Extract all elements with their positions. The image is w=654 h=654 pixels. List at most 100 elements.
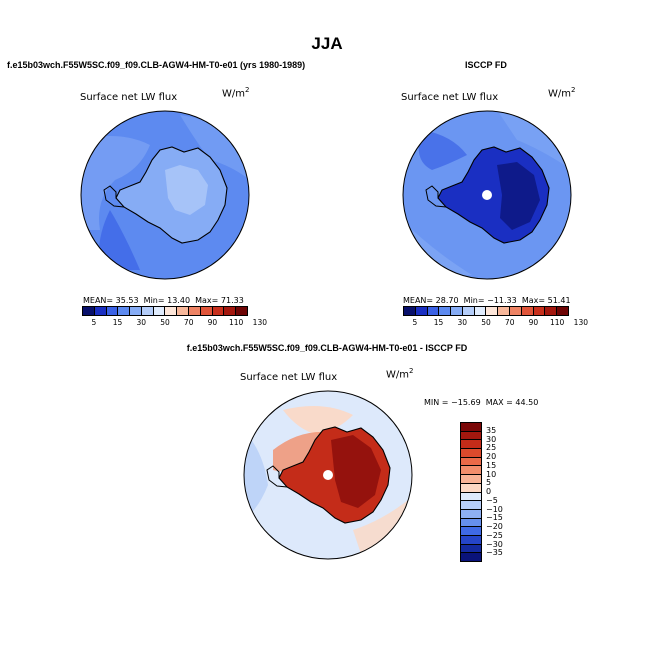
model-ocean-light-band-2 bbox=[180, 115, 249, 180]
diff-colorbar-label: 10 bbox=[486, 469, 497, 479]
obs-colorbar-swatch bbox=[545, 307, 558, 315]
obs-case-title: ISCCP FD bbox=[465, 60, 507, 70]
obs-colorbar-tick-label: 5 bbox=[412, 318, 418, 327]
diff-colorbar-label: −15 bbox=[486, 513, 503, 523]
diff-colorbar-swatch bbox=[461, 501, 481, 510]
obs-colorbar-swatch bbox=[498, 307, 511, 315]
obs-colorbar-tick-label: 110 bbox=[549, 318, 565, 327]
obs-stats: MEAN= 28.70 Min= −11.33 Max= 51.41 bbox=[403, 296, 571, 305]
model-colorbar-swatch bbox=[189, 307, 201, 315]
obs-colorbar-swatch bbox=[474, 307, 487, 315]
obs-colorbar-swatch bbox=[533, 307, 546, 315]
model-polar-map bbox=[80, 110, 250, 280]
diff-colorbar-swatch bbox=[461, 483, 481, 493]
diff-colorbar-label: 30 bbox=[486, 434, 497, 444]
obs-colorbar-swatch bbox=[462, 307, 475, 315]
obs-colorbar-tick-label: 50 bbox=[481, 318, 491, 327]
diff-colorbar bbox=[460, 422, 482, 562]
model-colorbar-swatch bbox=[200, 307, 213, 315]
model-colorbar-swatch bbox=[212, 307, 225, 315]
model-colorbar-swatch bbox=[106, 307, 119, 315]
diff-colorbar-swatch bbox=[461, 457, 481, 467]
diff-colorbar-label: 20 bbox=[486, 452, 497, 461]
diff-colorbar-swatch bbox=[461, 553, 481, 561]
model-colorbar-swatch bbox=[224, 307, 237, 315]
obs-colorbar-tick-label: 15 bbox=[433, 318, 444, 327]
diff-colorbar-swatch bbox=[461, 509, 481, 519]
diff-colorbar-swatch bbox=[461, 431, 481, 441]
diff-land-detail bbox=[331, 435, 381, 508]
diff-colorbar-swatch bbox=[461, 535, 481, 545]
obs-colorbar-swatch bbox=[486, 307, 499, 315]
model-colorbar-tick-label: 30 bbox=[136, 318, 147, 327]
diff-colorbar-swatch bbox=[461, 449, 481, 458]
diff-colorbar-swatch bbox=[461, 423, 481, 432]
model-colorbar-swatch bbox=[236, 307, 247, 315]
diff-ocean-cool-patch bbox=[244, 430, 268, 520]
obs-colorbar-ticks: 5 15 30 50 70 90 110 130 bbox=[403, 318, 588, 328]
diff-pole-hole bbox=[323, 470, 333, 480]
diff-colorbar-label: 25 bbox=[486, 443, 497, 453]
model-colorbar-tick-label: 70 bbox=[183, 318, 194, 327]
diff-colorbar-label: 0 bbox=[486, 487, 492, 496]
diff-colorbar-swatch bbox=[461, 466, 481, 476]
obs-field-label: Surface net LW flux bbox=[401, 92, 499, 103]
model-colorbar-swatch bbox=[83, 307, 95, 315]
obs-colorbar bbox=[403, 306, 569, 316]
obs-colorbar-swatch bbox=[451, 307, 463, 315]
obs-ocean-light-band-2 bbox=[497, 111, 571, 170]
obs-land-detail bbox=[497, 162, 540, 230]
obs-colorbar-tick-label: 70 bbox=[504, 318, 515, 327]
model-units: W/m2 bbox=[222, 86, 250, 100]
model-stats: MEAN= 35.53 Min= 13.40 Max= 71.33 bbox=[83, 296, 244, 305]
diff-colorbar-label: 15 bbox=[486, 460, 497, 470]
model-colorbar-swatch bbox=[153, 307, 166, 315]
model-colorbar-swatch bbox=[94, 307, 107, 315]
diff-colorbar-swatch bbox=[461, 475, 481, 484]
diff-field-label: Surface net LW flux bbox=[240, 372, 338, 383]
model-ocean-light-band bbox=[81, 136, 150, 230]
model-ocean-dark-patch bbox=[98, 210, 140, 270]
diff-colorbar-swatch bbox=[461, 492, 481, 502]
model-peninsula bbox=[103, 185, 125, 208]
model-colorbar-tick-label: 130 bbox=[252, 318, 267, 327]
page-title: JJA bbox=[311, 34, 343, 53]
obs-colorbar-swatch bbox=[404, 307, 416, 315]
obs-peninsula bbox=[425, 185, 447, 208]
model-colorbar bbox=[82, 306, 248, 316]
model-colorbar-swatch bbox=[118, 307, 131, 315]
model-colorbar-swatch bbox=[141, 307, 154, 315]
model-colorbar-swatch bbox=[165, 307, 178, 315]
diff-case-title: f.e15b03wch.F55W5SC.f09_f09.CLB-AGW4-HM-… bbox=[186, 343, 468, 353]
diff-colorbar-label: 35 bbox=[486, 425, 497, 435]
diff-colorbar-label: −30 bbox=[486, 539, 503, 549]
obs-units: W/m2 bbox=[548, 86, 576, 100]
model-colorbar-tick-label: 50 bbox=[160, 318, 170, 327]
diff-polar-map bbox=[243, 390, 413, 560]
diff-colorbar-swatch bbox=[461, 544, 481, 554]
obs-ocean-dark-patch bbox=[418, 130, 467, 170]
model-colorbar-tick-label: 5 bbox=[91, 318, 97, 327]
obs-colorbar-swatch bbox=[510, 307, 522, 315]
obs-colorbar-swatch bbox=[415, 307, 428, 315]
diff-stats: MIN = −15.69 MAX = 44.50 bbox=[424, 398, 539, 407]
model-colorbar-tick-label: 90 bbox=[207, 318, 218, 327]
diff-colorbar-label: −35 bbox=[486, 548, 503, 558]
obs-colorbar-tick-label: 90 bbox=[528, 318, 539, 327]
obs-colorbar-tick-label: 130 bbox=[573, 318, 588, 327]
model-colorbar-swatch bbox=[130, 307, 142, 315]
diff-colorbar-label: −25 bbox=[486, 530, 503, 540]
model-colorbar-swatch bbox=[177, 307, 190, 315]
model-colorbar-tick-label: 15 bbox=[112, 318, 123, 327]
obs-pole-hole bbox=[482, 190, 492, 200]
model-field-label: Surface net LW flux bbox=[80, 92, 178, 103]
diff-colorbar-swatch bbox=[461, 440, 481, 450]
obs-colorbar-swatch bbox=[427, 307, 440, 315]
diff-colorbar-label: −5 bbox=[486, 495, 498, 505]
obs-colorbar-swatch bbox=[521, 307, 534, 315]
diff-peninsula bbox=[266, 465, 288, 488]
obs-colorbar-swatch bbox=[439, 307, 452, 315]
obs-polar-map bbox=[402, 110, 572, 280]
diff-colorbar-labels: 35 30 25 20 15 10 5 0 −5 −10 −15 −20 −25 −30 −35 bbox=[486, 422, 516, 562]
model-land-detail bbox=[165, 165, 208, 215]
